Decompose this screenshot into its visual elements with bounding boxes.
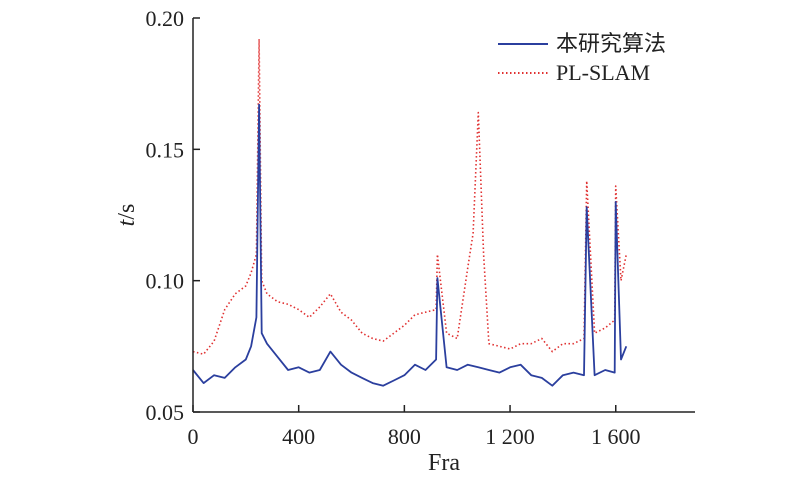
axes-layer bbox=[192, 18, 695, 413]
x-axis-title: Fra bbox=[428, 450, 460, 476]
y-axis-title-unit: /s bbox=[114, 204, 140, 220]
y-axis-title-variable: t bbox=[114, 218, 140, 226]
x-tick-label: 1 600 bbox=[591, 424, 641, 449]
y-tick-label: 0.10 bbox=[146, 269, 185, 294]
y-axis-title: t/s bbox=[114, 204, 140, 227]
x-tick-label: 0 bbox=[188, 424, 199, 449]
ticks-layer: 0 400 800 1 200 1 600 0.05 0.10 0.15 0.20 bbox=[146, 6, 641, 449]
y-tick-label: 0.05 bbox=[146, 400, 185, 425]
series-layer bbox=[192, 38, 628, 387]
legend: 本研究算法 PL-SLAM bbox=[498, 31, 666, 85]
x-tick-label: 400 bbox=[282, 424, 315, 449]
series-line-2 bbox=[192, 38, 628, 356]
y-tick-label: 0.20 bbox=[146, 6, 185, 31]
x-tick-label: 800 bbox=[388, 424, 421, 449]
x-tick-label: 1 200 bbox=[485, 424, 535, 449]
legend-label-series-2: PL-SLAM bbox=[556, 60, 650, 85]
series-line-1 bbox=[192, 103, 628, 387]
legend-label-series-1: 本研究算法 bbox=[556, 31, 666, 56]
y-tick-label: 0.15 bbox=[146, 137, 185, 162]
